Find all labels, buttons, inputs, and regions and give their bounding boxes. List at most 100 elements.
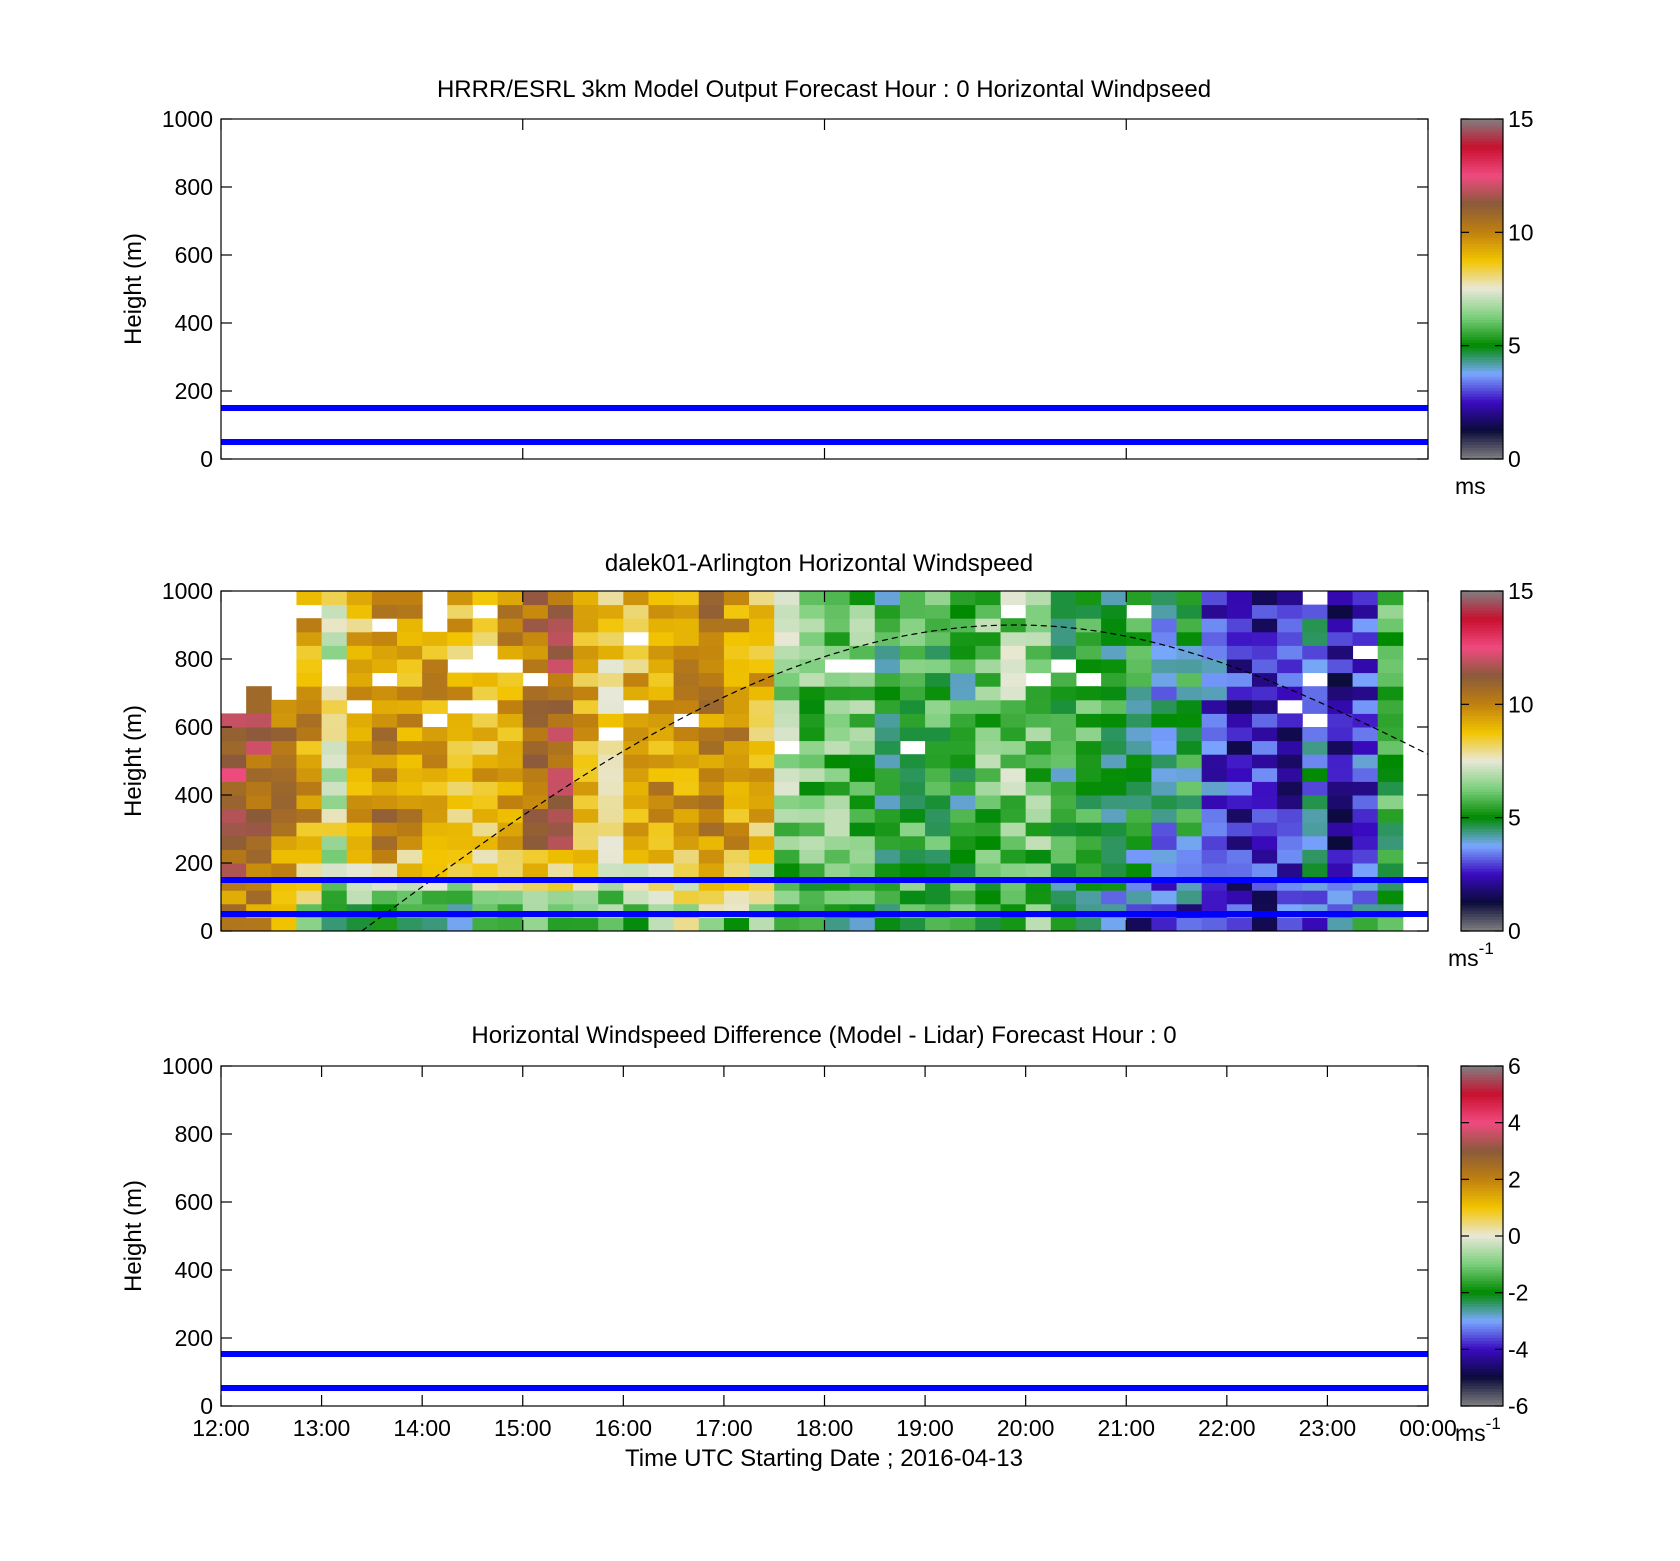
heatmap-cell xyxy=(1277,863,1303,878)
heatmap-cell xyxy=(698,618,725,633)
heatmap-cell xyxy=(397,713,423,728)
heatmap-cell xyxy=(1176,591,1203,606)
y-tick-label: 400 xyxy=(175,310,213,336)
colorbar-segment xyxy=(1461,325,1503,330)
heatmap-cell xyxy=(296,890,323,905)
heatmap-cell xyxy=(346,808,373,823)
heatmap-cell xyxy=(497,631,524,646)
colorbar-segment xyxy=(1461,1275,1503,1280)
heatmap-cell xyxy=(774,754,800,769)
heatmap-cell xyxy=(1251,781,1278,796)
colorbar-segment xyxy=(1461,303,1503,307)
colorbar-segment xyxy=(1461,1202,1503,1206)
heatmap-cell xyxy=(1176,754,1203,769)
heatmap-cell xyxy=(321,835,348,850)
colorbar-segment xyxy=(1461,650,1503,654)
heatmap-cell xyxy=(1377,645,1404,660)
heatmap-cell xyxy=(522,740,549,755)
panel-difference: Horizontal Windspeed Difference (Model -… xyxy=(120,1022,1529,1472)
heatmap-cell xyxy=(346,659,373,674)
heatmap-cell xyxy=(899,808,926,823)
colorbar-segment xyxy=(1461,744,1503,748)
colorbar-segment xyxy=(1461,922,1503,926)
heatmap-cell xyxy=(1251,890,1278,905)
heatmap-cell xyxy=(673,740,700,755)
colorbar-segment xyxy=(1461,416,1503,420)
heatmap-cell xyxy=(472,754,499,769)
heatmap-cell xyxy=(1075,835,1102,850)
heatmap-cell xyxy=(950,672,976,687)
heatmap-cell xyxy=(1151,659,1178,674)
heatmap-cell xyxy=(1226,863,1253,878)
heatmap-cell xyxy=(371,645,398,660)
colorbar-segment xyxy=(1461,1077,1503,1081)
heatmap-cell xyxy=(1226,808,1253,823)
colorbar-segment xyxy=(1461,286,1503,290)
heatmap-cell xyxy=(950,699,976,714)
heatmap-cell xyxy=(925,822,951,837)
heatmap-cell xyxy=(522,822,549,837)
heatmap-cell xyxy=(749,808,775,823)
heatmap-cell xyxy=(623,659,649,674)
heatmap-cell xyxy=(698,631,725,646)
colorbar-segment xyxy=(1461,240,1503,245)
heatmap-cell xyxy=(1327,863,1354,878)
colorbar-segment xyxy=(1461,670,1503,674)
colorbar-segment xyxy=(1461,161,1503,165)
heatmap-cell xyxy=(648,618,675,633)
heatmap-cell xyxy=(598,659,624,674)
heatmap-cell xyxy=(497,645,524,660)
colorbar-segment xyxy=(1461,238,1503,242)
heatmap-cell xyxy=(296,699,323,714)
heatmap-cell xyxy=(346,604,373,619)
colorbar-segment xyxy=(1461,622,1503,626)
heatmap-cell xyxy=(899,849,926,864)
heatmap-cell xyxy=(1000,672,1027,687)
heatmap-cell xyxy=(1025,604,1052,619)
heatmap-cell xyxy=(296,781,323,796)
heatmap-cell xyxy=(799,699,825,714)
heatmap-cell xyxy=(321,686,348,701)
heatmap-cell xyxy=(648,740,675,755)
colorbar-segment xyxy=(1461,797,1503,802)
heatmap-cell xyxy=(296,740,323,755)
colorbar-segment xyxy=(1461,846,1503,850)
heatmap-cell xyxy=(321,781,348,796)
heatmap-cell xyxy=(723,672,750,687)
heatmap-cell xyxy=(598,822,624,837)
heatmap-cell xyxy=(1352,686,1379,701)
colorbar-segment xyxy=(1461,167,1503,171)
heatmap-cell xyxy=(397,795,423,810)
colorbar-segment xyxy=(1461,1170,1503,1175)
heatmap-cell xyxy=(1050,835,1077,850)
heatmap-cell xyxy=(271,767,297,782)
heatmap-cell xyxy=(749,890,775,905)
heatmap-cell xyxy=(472,822,499,837)
colorbar-segment xyxy=(1461,684,1503,688)
colorbar-segment xyxy=(1461,232,1503,236)
heatmap-cell xyxy=(1050,631,1077,646)
heatmap-cell xyxy=(1151,917,1178,931)
colorbar-segment xyxy=(1461,843,1503,847)
colorbar-tick-label: 10 xyxy=(1508,691,1534,717)
heatmap-cell xyxy=(1352,781,1379,796)
heatmap-cell xyxy=(623,645,649,660)
heatmap-cell xyxy=(547,863,574,878)
colorbar-segment xyxy=(1461,698,1503,703)
heatmap-cell xyxy=(774,917,800,931)
heatmap-cell xyxy=(849,849,876,864)
heatmap-cell xyxy=(573,754,599,769)
heatmap-cell xyxy=(1050,727,1077,742)
colorbar-segment xyxy=(1461,636,1503,640)
heatmap-cell xyxy=(623,672,649,687)
colorbar-segment xyxy=(1461,396,1503,401)
heatmap-cell xyxy=(648,917,675,931)
colorbar-segment xyxy=(1461,277,1503,282)
heatmap-cell xyxy=(371,808,398,823)
colorbar-segment xyxy=(1461,729,1503,734)
colorbar-segment xyxy=(1461,371,1503,375)
colorbar-segment xyxy=(1461,430,1503,435)
heatmap-cell xyxy=(522,767,549,782)
colorbar-segment xyxy=(1461,269,1503,273)
heatmap-cell xyxy=(648,591,675,606)
